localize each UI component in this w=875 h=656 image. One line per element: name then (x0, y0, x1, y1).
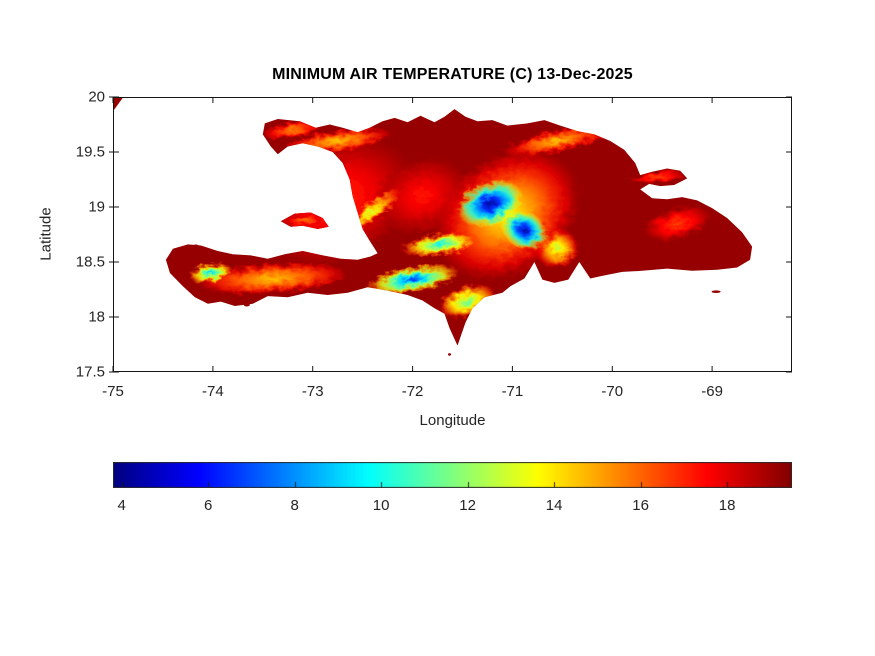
y-tick-label: 20 (88, 88, 105, 106)
colorbar-tick-label: 4 (117, 497, 126, 514)
colorbar-gradient (113, 462, 792, 488)
x-axis-label: Longitude (419, 412, 486, 429)
x-tick-label: -72 (401, 383, 424, 400)
colorbar-tick-label: 6 (203, 497, 213, 514)
map-plot (109, 96, 792, 373)
colorbar (113, 462, 792, 488)
colorbar-tick-label: 12 (459, 497, 476, 514)
y-tick-label: 18 (88, 308, 105, 326)
colorbar-tick-label: 8 (290, 497, 299, 514)
colorbar-tick-label: 14 (545, 497, 563, 514)
x-tick-label: -73 (301, 383, 324, 400)
x-tick-label: -74 (202, 383, 224, 400)
x-tick-label: -71 (501, 383, 524, 400)
y-tick-label: 18.5 (75, 253, 105, 271)
colorbar-tick-label: 10 (372, 497, 390, 514)
x-tick-label: -75 (102, 383, 124, 400)
colorbar-tick-label: 16 (632, 497, 649, 514)
y-tick-label: 17.5 (75, 363, 105, 381)
y-tick-label: 19.5 (75, 143, 105, 161)
colorbar-tick-label: 18 (718, 497, 736, 514)
chart-title: MINIMUM AIR TEMPERATURE (C) 13-Dec-2025 (272, 66, 633, 83)
y-axis-label: Latitude (37, 207, 55, 261)
x-tick-label: -70 (601, 383, 624, 400)
y-tick-label: 19 (88, 198, 105, 216)
x-tick-label: -69 (701, 383, 723, 400)
